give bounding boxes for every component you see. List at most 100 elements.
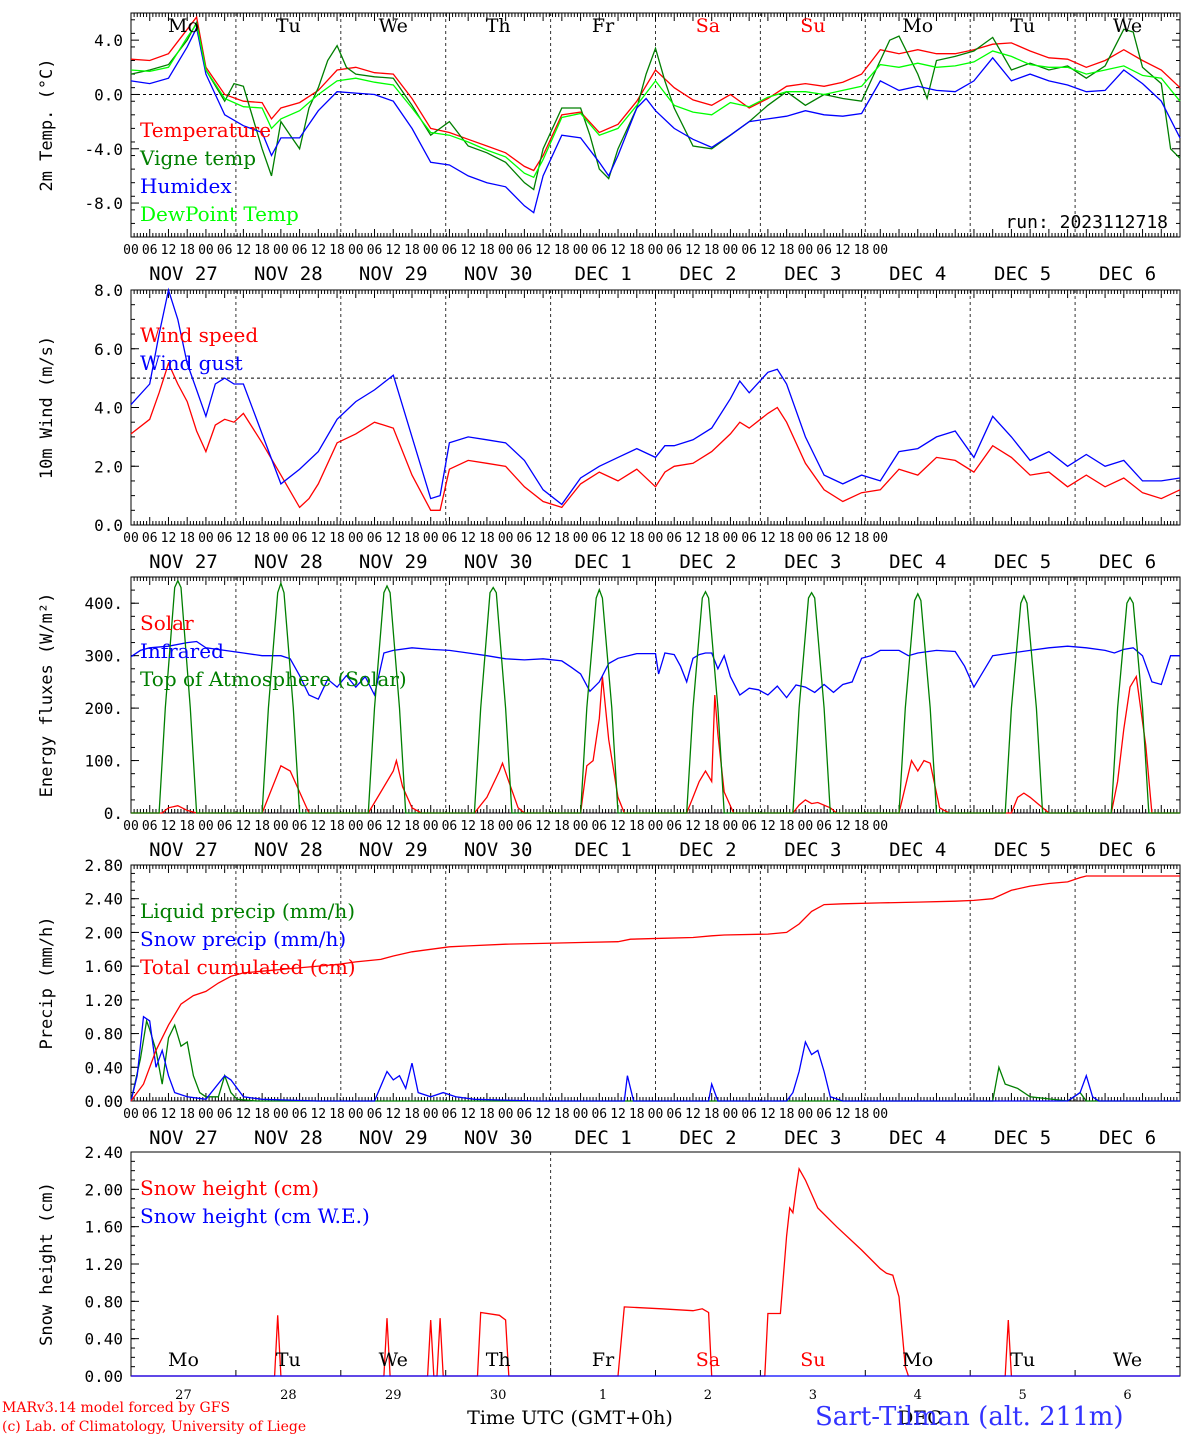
hour-label: 18	[629, 819, 645, 834]
day-name: Fr	[592, 15, 615, 37]
hour-label: 06	[292, 1107, 308, 1122]
hour-label: 00	[798, 243, 814, 258]
hour-label: 00	[348, 531, 364, 546]
hour-label: 00	[798, 819, 814, 834]
hour-label: 06	[442, 243, 458, 258]
hour-label: 00	[573, 819, 589, 834]
hour-label: 06	[292, 243, 308, 258]
hour-label: 00	[423, 819, 439, 834]
hour-label: 06	[741, 243, 757, 258]
hour-label: 06	[142, 243, 158, 258]
y-tick-label: 0.00	[84, 1092, 123, 1111]
hour-label: 12	[161, 1107, 177, 1122]
hour-label: 18	[404, 531, 420, 546]
hour-label: 00	[348, 1107, 364, 1122]
hour-label: 00	[573, 1107, 589, 1122]
legend-entry: Liquid precip (mm/h)	[140, 899, 355, 923]
legend-entry: Total cumulated (cm)	[140, 955, 356, 979]
hour-label: 06	[517, 1107, 533, 1122]
hour-label: 00	[198, 243, 214, 258]
day-number: 6	[1123, 1388, 1131, 1403]
hour-label: 00	[648, 819, 664, 834]
hour-label: 06	[442, 531, 458, 546]
date-label: DEC 3	[784, 551, 841, 573]
series-line-total-cumulated-cm-	[130, 875, 1180, 1102]
y-axis-label: 10m Wind (m/s)	[37, 336, 57, 479]
day-name: We	[379, 15, 408, 37]
hour-label: 00	[723, 819, 739, 834]
hour-label: 06	[741, 1107, 757, 1122]
hour-label: 12	[835, 819, 851, 834]
y-tick-label: 200.	[84, 699, 123, 718]
legend-entry: Wind speed	[140, 323, 258, 347]
date-label: NOV 30	[464, 263, 533, 285]
hour-label: 12	[161, 243, 177, 258]
date-label: NOV 29	[359, 1127, 428, 1149]
day-number: 2	[704, 1388, 712, 1403]
legend-entry: Wind gust	[140, 351, 243, 375]
run-label: run: 2023112718	[1005, 212, 1168, 233]
date-label: DEC 1	[574, 263, 631, 285]
hour-label: 12	[310, 531, 326, 546]
day-number: 30	[490, 1388, 507, 1403]
hour-label: 12	[385, 1107, 401, 1122]
legend-entry: Top of Atmosphere (Solar)	[140, 667, 407, 691]
date-label: DEC 1	[574, 551, 631, 573]
date-label: DEC 6	[1099, 1127, 1156, 1149]
date-label: DEC 5	[994, 1127, 1051, 1149]
date-label: DEC 1	[574, 1127, 631, 1149]
day-number: 5	[1019, 1388, 1027, 1403]
day-name: Mo	[902, 1349, 933, 1371]
hour-label: 06	[292, 819, 308, 834]
date-label: NOV 28	[254, 1127, 323, 1149]
hour-label: 06	[367, 243, 383, 258]
date-label: DEC 4	[889, 839, 946, 861]
date-label: DEC 4	[889, 551, 946, 573]
day-name: Su	[800, 1349, 825, 1371]
hour-label: 06	[591, 243, 607, 258]
date-label: DEC 5	[994, 263, 1051, 285]
y-tick-label: 0.40	[84, 1058, 123, 1077]
hour-label: 00	[648, 1107, 664, 1122]
hour-label: 18	[479, 531, 495, 546]
hour-label: 06	[292, 531, 308, 546]
y-tick-label: 8.0	[94, 281, 123, 300]
hour-label: 00	[798, 531, 814, 546]
date-label: DEC 6	[1099, 263, 1156, 285]
series-line-wind-speed	[130, 361, 1181, 511]
hour-label: 00	[123, 819, 139, 834]
y-tick-label: 2.80	[84, 856, 123, 875]
hour-label: 00	[123, 243, 139, 258]
hour-label: 18	[254, 819, 270, 834]
hour-label: 00	[273, 243, 289, 258]
day-name: Sa	[696, 15, 720, 37]
hour-label: 00	[723, 243, 739, 258]
hour-label: 12	[610, 1107, 626, 1122]
day-number: 27	[175, 1388, 192, 1403]
hour-label: 00	[198, 1107, 214, 1122]
series-line-snow-height-cm-	[131, 1166, 1180, 1377]
hour-label: 18	[329, 1107, 345, 1122]
legend-entry: Snow height (cm)	[140, 1176, 319, 1200]
day-number: 29	[385, 1388, 402, 1403]
y-tick-label: 2.40	[84, 1143, 123, 1162]
hour-label: 00	[872, 819, 888, 834]
date-label: DEC 2	[679, 839, 736, 861]
y-tick-label: 2.00	[84, 1180, 123, 1199]
y-tick-label: 2.00	[84, 923, 123, 942]
hour-label: 06	[442, 1107, 458, 1122]
date-label: DEC 2	[679, 551, 736, 573]
hour-label: 00	[872, 531, 888, 546]
hour-label: 00	[348, 243, 364, 258]
date-label: DEC 3	[784, 1127, 841, 1149]
hour-label: 06	[816, 531, 832, 546]
hour-label: 18	[779, 531, 795, 546]
hour-label: 12	[236, 819, 252, 834]
date-label: NOV 29	[359, 263, 428, 285]
y-tick-label: 1.60	[84, 1218, 123, 1237]
hour-label: 18	[254, 531, 270, 546]
hour-label: 12	[236, 531, 252, 546]
hour-label: 18	[779, 1107, 795, 1122]
hour-label: 00	[872, 243, 888, 258]
station-name: Sart-Tilman (alt. 211m)	[815, 1402, 1124, 1432]
